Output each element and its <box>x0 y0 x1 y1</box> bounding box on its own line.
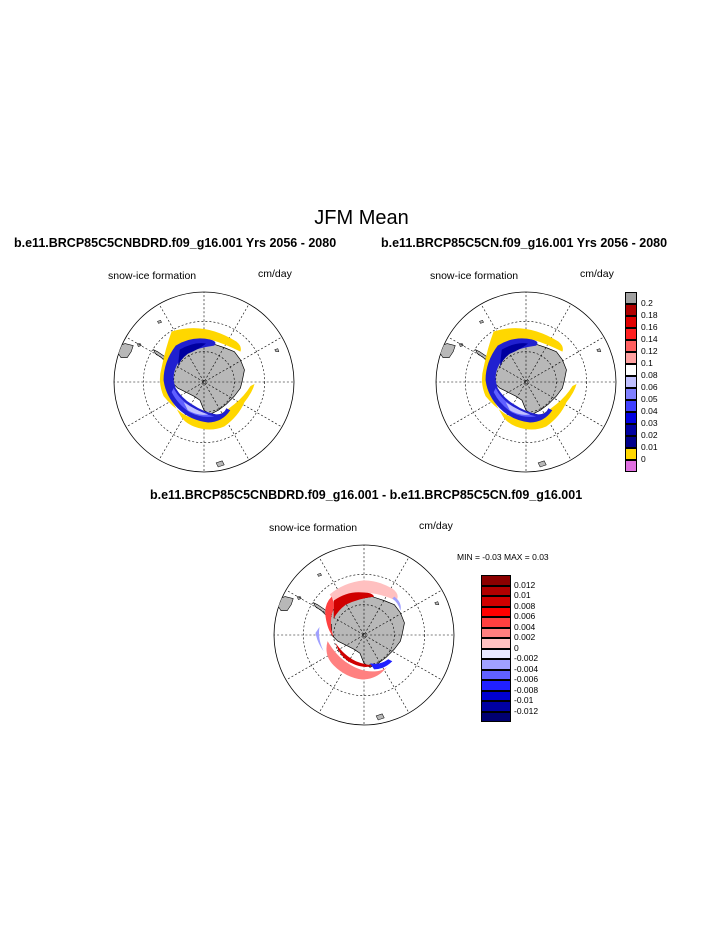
diff-colorbar-tick-label: -0.012 <box>514 705 539 716</box>
top-colorbar-tick-label: 0.1 <box>641 358 653 368</box>
colorbar-swatch <box>481 606 511 617</box>
colorbar-swatch <box>481 575 511 586</box>
top-colorbar-tick-label: 0.14 <box>641 334 658 344</box>
diff-case-title: b.e11.BRCP85C5CNBDRD.f09_g16.001 - b.e11… <box>150 488 583 502</box>
colorbar-swatch <box>625 304 637 316</box>
colorbar-swatch <box>481 617 511 628</box>
colorbar-swatch <box>625 460 637 472</box>
top-colorbar-tick-label: 0.05 <box>641 394 658 404</box>
diff-polar-map <box>273 544 455 726</box>
top-right-polar-map <box>435 291 617 473</box>
colorbar-swatch <box>481 638 511 649</box>
diff-colorbar-tick-label: -0.008 <box>514 684 539 695</box>
colorbar-swatch <box>481 669 511 680</box>
top-colorbar-tick-label: 0.02 <box>641 430 658 440</box>
colorbar-swatch <box>481 690 511 701</box>
colorbar-swatch <box>481 648 511 659</box>
diff-variable-label: snow-ice formation <box>269 522 358 534</box>
colorbar-swatch <box>625 328 637 340</box>
diff-colorbar-tick-label: -0.004 <box>514 663 539 674</box>
diff-colorbar-tick-label: 0.004 <box>514 621 536 632</box>
diff-colorbar-tick-label: 0.008 <box>514 600 536 611</box>
diff-colorbar-tick-label: 0.006 <box>514 611 536 621</box>
diff-colorbar-tick-label: -0.01 <box>514 695 534 705</box>
diff-colorbar-tick-label: 0 <box>514 642 519 653</box>
colorbar-swatch <box>625 376 637 388</box>
top-left-units-label: cm/day <box>258 268 292 280</box>
diff-minmax-label: MIN = -0.03 MAX = 0.03 <box>457 552 549 562</box>
diff-colorbar-tick-label: 0.012 <box>514 579 536 590</box>
top-colorbar-tick-label: 0.03 <box>641 418 658 428</box>
top-left-polar-map <box>113 291 295 473</box>
colorbar-swatch <box>625 412 637 424</box>
diff-colorbar-tick-label: -0.006 <box>514 674 539 684</box>
colorbar-swatch <box>481 659 511 670</box>
colorbar-swatch <box>625 388 637 400</box>
top-right-case-title: b.e11.BRCP85C5CN.f09_g16.001 Yrs 2056 - … <box>381 236 668 250</box>
colorbar-swatch <box>481 627 511 638</box>
colorbar-swatch <box>481 711 511 722</box>
diff-colorbar-tick-label: -0.002 <box>514 653 539 663</box>
colorbar-swatch <box>625 316 637 328</box>
colorbar-swatch <box>481 596 511 607</box>
colorbar-swatch <box>625 340 637 352</box>
top-left-case-title: b.e11.BRCP85C5CNBDRD.f09_g16.001 Yrs 205… <box>14 236 337 250</box>
colorbar-swatch <box>625 436 637 448</box>
top-colorbar-tick-label: 0.06 <box>641 382 658 392</box>
colorbar-swatch <box>625 448 637 460</box>
colorbar-swatch <box>625 292 637 304</box>
colorbar-swatch <box>481 701 511 712</box>
colorbar-swatch <box>481 585 511 596</box>
top-colorbar-tick-label: 0.01 <box>641 442 658 452</box>
diff-colorbar-tick-label: 0.002 <box>514 632 536 642</box>
colorbar-swatch <box>625 424 637 436</box>
top-right-units-label: cm/day <box>580 268 614 280</box>
top-right-variable-label: snow-ice formation <box>430 270 519 282</box>
colorbar-swatch <box>625 352 637 364</box>
main-title: JFM Mean <box>314 207 409 229</box>
top-colorbar-tick-label: 0.2 <box>641 298 653 308</box>
top-colorbar-tick-label: 0.18 <box>641 310 658 320</box>
colorbar-swatch <box>625 364 637 376</box>
top-colorbar-tick-label: 0.16 <box>641 322 658 332</box>
colorbar-swatch <box>625 400 637 412</box>
top-colorbar-tick-label: 0.12 <box>641 346 658 356</box>
top-colorbar <box>625 292 637 472</box>
colorbar-swatch <box>481 680 511 691</box>
top-colorbar-tick-label: 0.04 <box>641 406 658 416</box>
top-colorbar-tick-label: 0.08 <box>641 370 658 380</box>
diff-colorbar-tick-label: 0.01 <box>514 590 531 600</box>
top-colorbar-tick-label: 0 <box>641 454 646 464</box>
top-left-variable-label: snow-ice formation <box>108 270 197 282</box>
diff-colorbar <box>481 575 511 722</box>
diff-units-label: cm/day <box>419 520 453 532</box>
